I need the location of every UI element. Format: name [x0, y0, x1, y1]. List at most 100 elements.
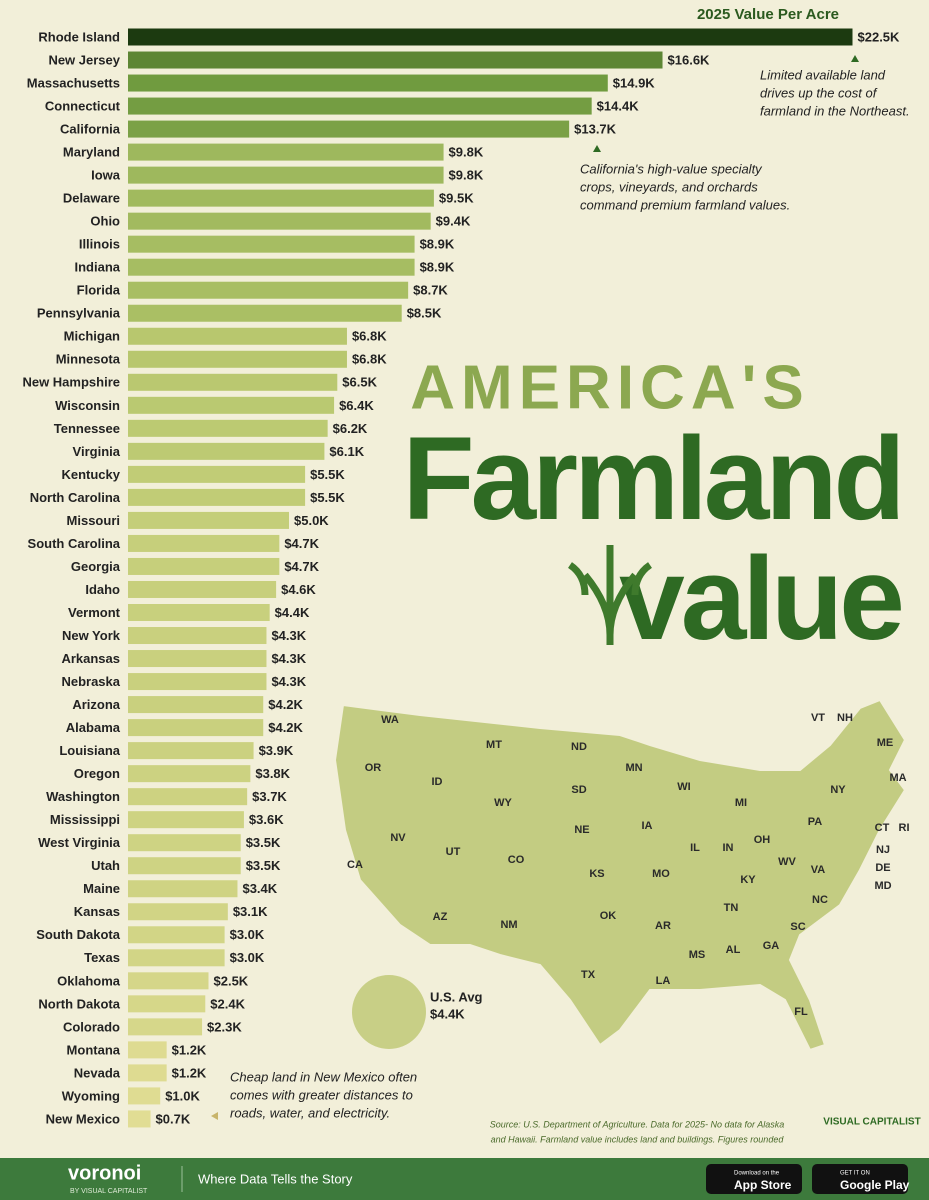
value-label: $14.9K	[613, 75, 656, 90]
value-label: $8.9K	[420, 237, 455, 252]
category-label: New York	[62, 628, 121, 643]
bar	[128, 926, 225, 944]
bar	[128, 189, 434, 207]
category-label: Iowa	[91, 168, 121, 183]
state-label: CT	[875, 822, 890, 834]
bar	[128, 811, 244, 829]
bar	[128, 857, 241, 875]
state-label: UT	[446, 846, 461, 858]
bar	[128, 1018, 203, 1036]
bar	[128, 419, 328, 437]
bar	[128, 1087, 161, 1105]
value-label: $8.5K	[407, 306, 442, 321]
bar	[128, 880, 238, 898]
bar	[128, 28, 853, 46]
annotation-arrow	[593, 145, 601, 152]
category-label: Connecticut	[45, 98, 121, 113]
state-label: NM	[500, 919, 517, 931]
state-label: CA	[347, 859, 363, 871]
state-label: MI	[735, 797, 747, 809]
source-2: and Hawaii. Farmland value includes land…	[491, 1134, 785, 1144]
state-label: MN	[625, 762, 642, 774]
bar	[128, 511, 289, 529]
category-label: Tennessee	[54, 421, 120, 436]
state-label: KS	[589, 868, 604, 880]
value-label: $6.8K	[352, 329, 387, 344]
bar	[128, 281, 409, 299]
google-play-button[interactable]	[812, 1164, 908, 1194]
value-label: $3.5K	[246, 858, 281, 873]
google-small: GET IT ON	[840, 1171, 870, 1177]
category-label: Arkansas	[61, 651, 120, 666]
category-label: Arizona	[72, 697, 120, 712]
bar	[128, 834, 241, 852]
value-label: $2.4K	[210, 996, 245, 1011]
bar	[128, 327, 347, 345]
category-label: Texas	[84, 950, 120, 965]
value-label: $1.0K	[165, 1088, 200, 1103]
bar	[128, 903, 228, 921]
annotation: command premium farmland values.	[580, 197, 790, 212]
annotation: Limited available land	[760, 67, 886, 82]
value-label: $9.5K	[439, 191, 474, 206]
bar	[128, 212, 431, 230]
state-label: NE	[574, 824, 589, 836]
value-label: $8.7K	[413, 283, 448, 298]
state-label: SC	[790, 921, 805, 933]
state-label: WI	[677, 781, 690, 793]
us-map	[333, 698, 907, 1052]
value-label: $13.7K	[574, 122, 617, 137]
category-label: Wyoming	[62, 1088, 120, 1103]
value-label: $6.5K	[342, 375, 377, 390]
category-label: Virginia	[73, 444, 121, 459]
bar	[128, 788, 248, 806]
footer-tagline: Where Data Tells the Story	[198, 1171, 353, 1186]
state-label: IA	[642, 820, 653, 832]
category-label: Massachusetts	[27, 75, 120, 90]
value-label: $4.7K	[284, 559, 319, 574]
google-play: Google Play	[840, 1178, 910, 1192]
category-label: California	[60, 122, 121, 137]
state-label: MS	[689, 949, 706, 961]
category-label: North Carolina	[30, 490, 121, 505]
app-store-button[interactable]	[706, 1164, 802, 1194]
category-label: South Dakota	[36, 927, 121, 942]
state-label: GA	[763, 940, 780, 952]
value-label: $4.3K	[271, 651, 306, 666]
value-label: $0.7K	[156, 1111, 191, 1126]
bar	[128, 396, 335, 414]
bar	[128, 488, 306, 506]
state-label: LA	[656, 975, 671, 987]
state-label: NH	[837, 712, 853, 724]
category-label: Mississippi	[50, 812, 120, 827]
bar	[128, 1041, 167, 1059]
source-1: Source: U.S. Department of Agriculture. …	[490, 1119, 784, 1129]
value-label: $4.2K	[268, 697, 303, 712]
value-label: $14.4K	[597, 98, 640, 113]
value-label: $4.6K	[281, 582, 316, 597]
category-label: Maine	[83, 881, 120, 896]
category-label: New Jersey	[48, 52, 120, 67]
bar	[128, 120, 570, 138]
value-label: $3.0K	[230, 950, 265, 965]
value-label: $3.5K	[246, 835, 281, 850]
category-label: Michigan	[64, 329, 120, 344]
value-label: $3.1K	[233, 904, 268, 919]
bar	[128, 719, 264, 737]
state-label: KY	[740, 874, 756, 886]
category-label: Delaware	[63, 191, 120, 206]
headline-2: Farmland	[402, 413, 901, 545]
state-label: OH	[754, 834, 771, 846]
category-label: Nevada	[74, 1065, 121, 1080]
category-label: Utah	[91, 858, 120, 873]
state-label: AR	[655, 920, 671, 932]
bar	[128, 580, 277, 598]
value-label: $2.3K	[207, 1019, 242, 1034]
state-label: ND	[571, 741, 587, 753]
bar	[128, 74, 608, 92]
bar	[128, 1110, 151, 1128]
bar	[128, 534, 280, 552]
category-label: Missouri	[67, 513, 120, 528]
app-store: App Store	[734, 1178, 792, 1192]
footer-name: voronoi	[68, 1162, 141, 1184]
